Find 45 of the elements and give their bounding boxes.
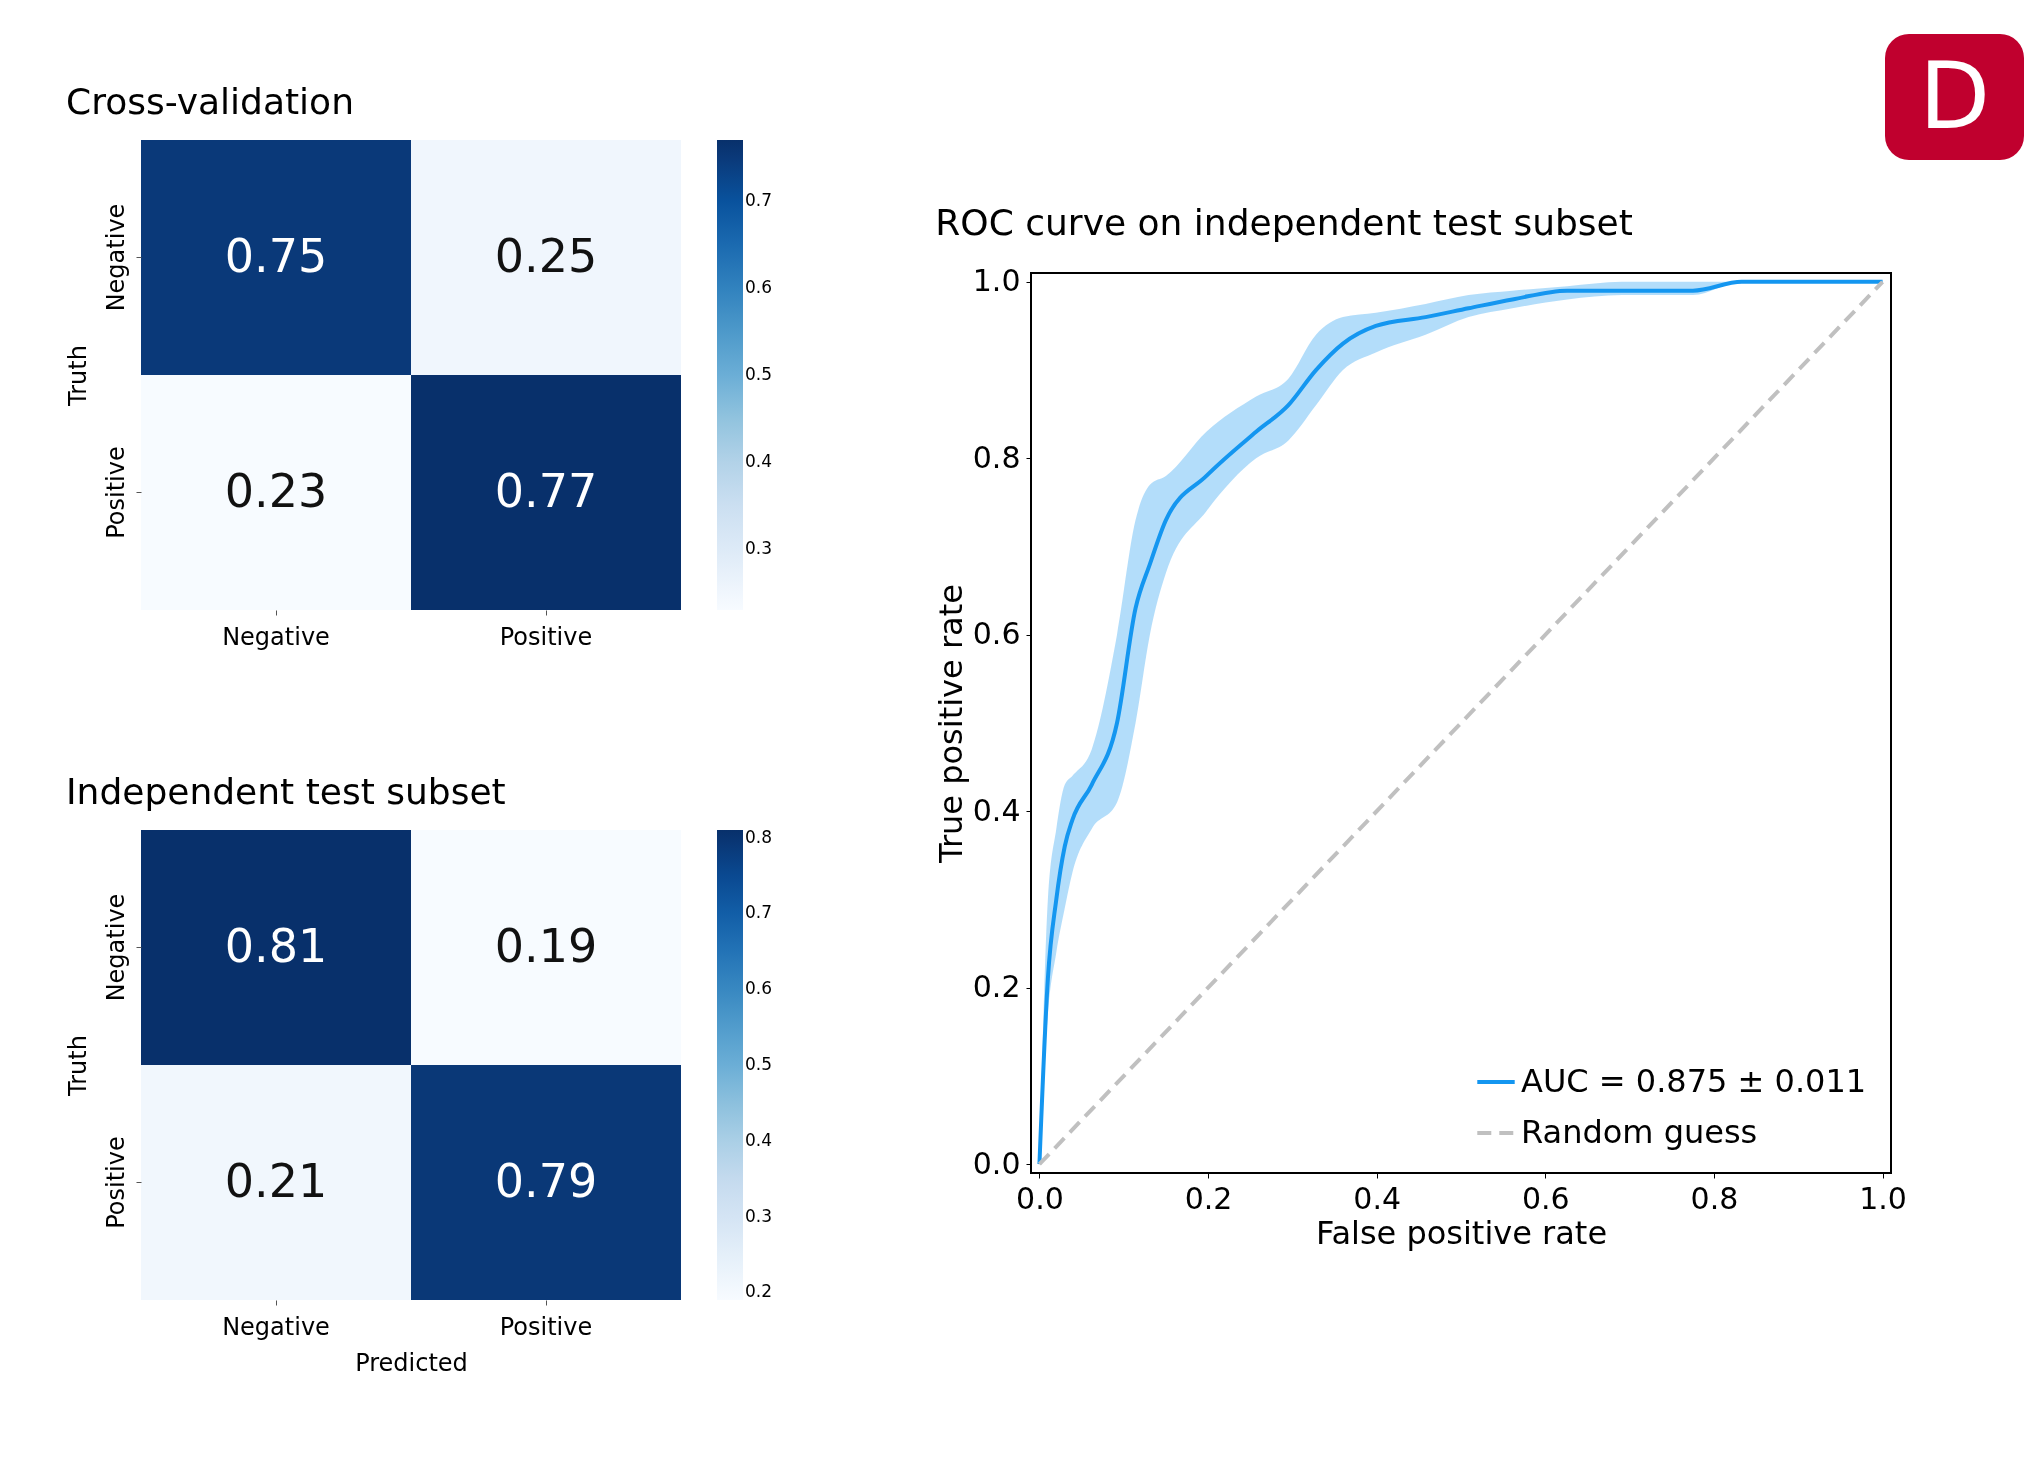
y-axis-title: Truth bbox=[63, 345, 92, 407]
data-label: 0.79 bbox=[494, 1153, 598, 1208]
x-tick-label: 0.2 bbox=[1184, 1180, 1233, 1216]
x-tick-label: 0.6 bbox=[1521, 1180, 1570, 1216]
data-label: 0.21 bbox=[224, 1153, 328, 1208]
data-label: 0.23 bbox=[224, 463, 328, 518]
color-bar-label: 0.5 bbox=[745, 1054, 773, 1074]
x-axis-title: Predicted bbox=[355, 1348, 468, 1377]
y-tick-label: Negative bbox=[101, 203, 130, 312]
x-tick-label: 1.0 bbox=[1859, 1180, 1907, 1216]
y-tick-label: 0.0 bbox=[972, 1145, 1021, 1181]
y-tick-label: Negative bbox=[101, 893, 130, 1002]
y-axis-title: True positive rate bbox=[931, 584, 970, 864]
y-tick-label: 0.4 bbox=[972, 792, 1021, 828]
chart-title: Independent test subset bbox=[66, 771, 506, 812]
color-bar-label: 0.7 bbox=[745, 189, 773, 210]
color-bar-label: 0.2 bbox=[745, 1281, 773, 1302]
data-label: 0.81 bbox=[224, 918, 328, 973]
y-tick-label: 0.8 bbox=[972, 439, 1021, 475]
x-tick-label: 0.4 bbox=[1353, 1180, 1402, 1216]
color-bar-label: 0.7 bbox=[745, 902, 773, 923]
x-axis-title: False positive rate bbox=[1315, 1213, 1608, 1252]
data-label: 0.25 bbox=[494, 228, 598, 283]
y-tick-label: 1.0 bbox=[972, 263, 1021, 299]
color-bar-label: 0.8 bbox=[745, 826, 773, 847]
color-bar-label: 0.6 bbox=[745, 978, 773, 999]
chart-title: Cross-validation bbox=[66, 81, 354, 122]
chart-title: ROC curve on independent test subset bbox=[935, 201, 1633, 243]
x-tick-label: 0.8 bbox=[1690, 1180, 1739, 1216]
y-axis-title: Truth bbox=[63, 1035, 92, 1097]
y-tick-label: 0.2 bbox=[972, 969, 1021, 1005]
color-bar-label: 0.5 bbox=[745, 364, 773, 384]
data-label: 0.77 bbox=[494, 463, 598, 518]
color-bar-label: 0.4 bbox=[745, 1129, 773, 1150]
legend-label: Random guess bbox=[1521, 1113, 1758, 1151]
color-bar-label: 0.3 bbox=[745, 1205, 773, 1226]
panel-badge: D bbox=[1885, 34, 2024, 161]
color-bar-label: 0.6 bbox=[745, 276, 773, 297]
legend-label: AUC = 0.875 ± 0.011 bbox=[1521, 1062, 1867, 1100]
color-bar-label: 0.4 bbox=[745, 451, 773, 472]
x-tick-label: 0.0 bbox=[1016, 1180, 1064, 1216]
color-bar-label: 0.3 bbox=[745, 538, 773, 559]
y-tick-label: Positive bbox=[101, 446, 130, 539]
data-label: 0.19 bbox=[494, 918, 598, 973]
data-label: 0.75 bbox=[224, 228, 328, 283]
